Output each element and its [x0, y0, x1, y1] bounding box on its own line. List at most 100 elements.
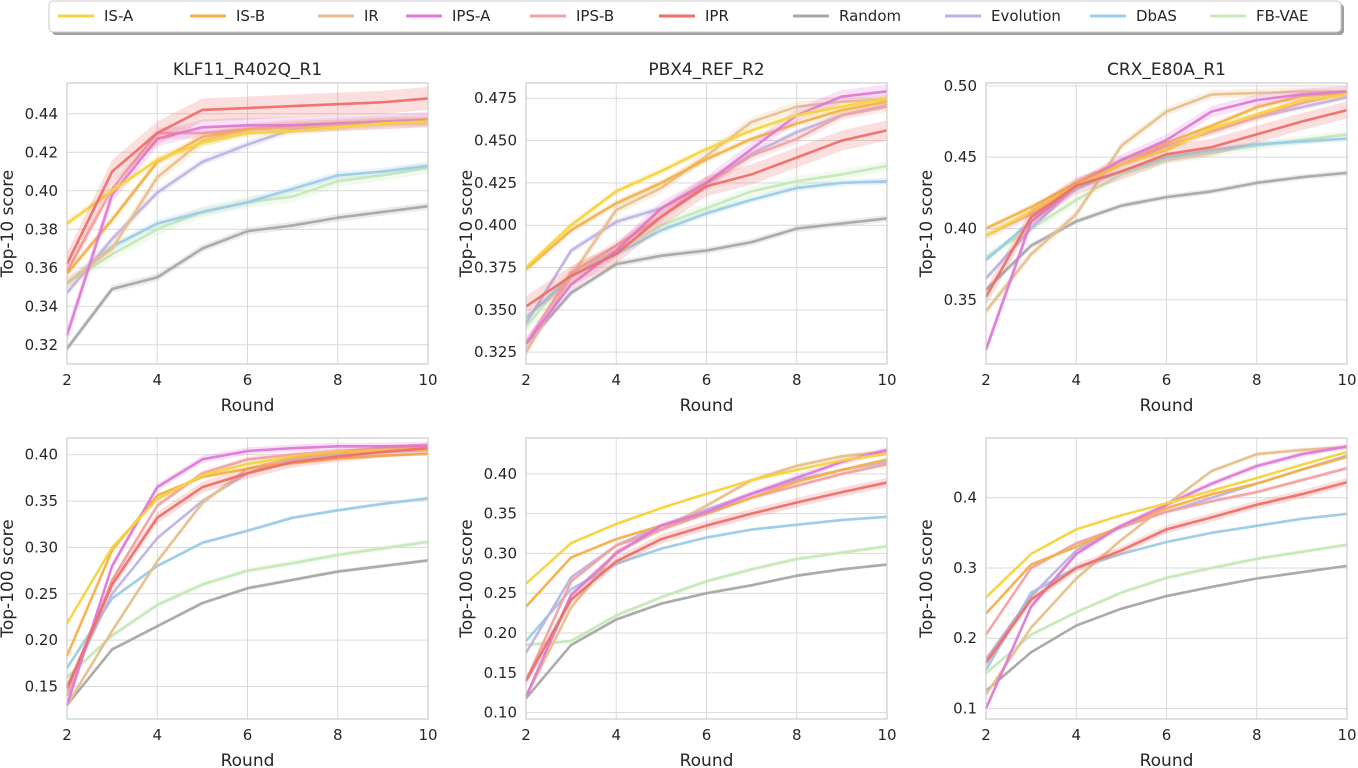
tick-labels: 2 4 6 8 10 0.32 0.34 0.36 0.38 0.40 0.42 0.44: [25, 105, 438, 389]
panel-title: PBX4_REF_R2: [648, 60, 764, 80]
series-line-random: [525, 217, 888, 345]
x-axis-label: Round: [1140, 396, 1194, 416]
y-tick-label: 0.40: [944, 219, 977, 237]
series-line-fb-vae: [525, 164, 888, 328]
series-group: [65, 441, 429, 709]
y-axis-label: Top-100 score: [0, 519, 18, 638]
legend-label-random: Random: [839, 7, 901, 25]
legend-item-ips-a: IPS-A: [406, 7, 491, 25]
y-tick-label: 0.34: [25, 297, 58, 315]
x-tick-label: 10: [1337, 371, 1356, 389]
y-axis-label: Top-100 score: [457, 519, 477, 638]
x-tick-label: 2: [62, 726, 72, 744]
series-line-fb-vae: [985, 543, 1348, 675]
legend-label-is-b: IS-B: [236, 7, 265, 25]
x-tick-label: 2: [521, 726, 531, 744]
band-ipr: [526, 120, 887, 317]
y-tick-label: 0.350: [474, 301, 517, 319]
y-tick-label: 0.35: [944, 291, 977, 309]
series-line-is-a: [525, 452, 888, 585]
tick-labels: 2 4 6 8 10 0.10 0.15 0.20 0.25 0.30 0.35 0.40: [484, 465, 897, 744]
series-line-random: [985, 171, 1348, 291]
band-ipr: [986, 101, 1347, 306]
y-axis-label: Top-10 score: [0, 170, 18, 279]
series-line-ir: [984, 90, 1347, 313]
series-line-random: [65, 559, 429, 706]
y-tick-label: 0.450: [474, 132, 517, 150]
y-axis-label: Top-10 score: [917, 170, 937, 279]
x-tick-label: 10: [1337, 726, 1356, 744]
x-tick-label: 8: [792, 371, 802, 389]
legend-item-random: Random: [793, 7, 901, 25]
legend-item-ips-b: IPS-B: [530, 7, 614, 25]
x-tick-label: 8: [792, 726, 802, 744]
panel-5: 2 4 6 8 10 0.10 0.15 0.20 0.25 0.30 0.35 0.40 Round T…: [457, 437, 897, 768]
x-tick-label: 2: [981, 726, 991, 744]
y-tick-label: 0.4: [953, 489, 977, 507]
y-tick-label: 0.30: [25, 538, 58, 556]
y-tick-label: 0.42: [25, 143, 58, 161]
plot-frame: [66, 437, 429, 720]
series-line-ipr: [524, 481, 888, 682]
series-line-random: [985, 564, 1348, 692]
legend-item-ipr: IPR: [659, 7, 729, 25]
series-line-is-a: [525, 96, 888, 269]
y-tick-label: 0.475: [474, 89, 517, 107]
y-tick-label: 0.35: [484, 505, 517, 523]
plot-frame: [66, 82, 429, 365]
x-tick-label: 10: [877, 371, 896, 389]
plot-frame: [525, 82, 888, 365]
series-line-is-a: [66, 120, 429, 225]
series-line-ir: [524, 450, 888, 698]
x-tick-label: 6: [1162, 371, 1172, 389]
legend-label-ir: IR: [364, 7, 379, 25]
x-tick-label: 4: [611, 726, 621, 744]
series-line-is-b: [525, 100, 888, 271]
x-tick-label: 6: [702, 726, 712, 744]
y-tick-label: 0.25: [25, 585, 58, 603]
legend-item-is-a: IS-A: [58, 7, 134, 25]
y-tick-label: 0.40: [25, 182, 58, 200]
y-axis-label: Top-10 score: [457, 170, 477, 279]
panel-title: CRX_E80A_R1: [1107, 60, 1226, 80]
panels: 2 4 6 8 100.320.340.360.380.400.420.44RoundT…: [0, 60, 1357, 768]
y-tick-label: 0.40: [25, 446, 58, 464]
series-line-dbas: [984, 512, 1348, 671]
x-tick-label: 10: [418, 371, 437, 389]
x-tick-label: 6: [702, 371, 712, 389]
panel-4: 2 4 6 8 10 0.15 0.20 0.25 0.30 0.35 0.40 Round Top-1…: [0, 437, 438, 768]
panel-3: 2 4 6 8 10 0.35 0.40 0.45 0.50 Round Top-10 score C…: [917, 60, 1357, 416]
legend-item-fb-vae: FB-VAE: [1210, 7, 1309, 25]
gridlines: [525, 438, 888, 719]
series-line-random: [65, 204, 429, 350]
panel-title: KLF11_R402Q_R1: [173, 60, 322, 80]
series-line-ipr: [65, 446, 429, 689]
band-ips-b: [986, 466, 1347, 637]
series-line-ips-a: [524, 90, 888, 345]
series-line-ipr: [525, 129, 888, 308]
series-line-is-b: [985, 455, 1348, 615]
x-tick-label: 6: [243, 726, 253, 744]
y-axis-label: Top-100 score: [917, 519, 937, 638]
x-tick-label: 4: [611, 371, 621, 389]
x-tick-label: 8: [1252, 726, 1262, 744]
y-tick-label: 0.400: [474, 216, 517, 234]
band-ir: [67, 115, 428, 289]
x-tick-label: 4: [1071, 371, 1081, 389]
series-line-is-a: [985, 93, 1348, 237]
legend: IS-A IS-B IR IPS-A IPS-B IPR Random Evolution Db…: [48, 0, 1344, 35]
x-tick-label: 2: [62, 371, 72, 389]
series-line-dbas: [65, 496, 429, 669]
tick-labels: 2 4 6 8 10 0.1 0.2 0.3 0.4: [953, 489, 1356, 744]
x-tick-label: 10: [877, 726, 896, 744]
tick-labels: 2 4 6 8 10 0.15 0.20 0.25 0.30 0.35 0.40: [25, 446, 438, 744]
tick-labels: 2 4 6 8 10 0.325 0.350 0.375 0.400 0.425 0.450 0.47…: [474, 89, 897, 389]
y-tick-label: 0.15: [25, 678, 58, 696]
y-tick-label: 0.1: [953, 699, 977, 717]
y-tick-label: 0.20: [484, 624, 517, 642]
y-tick-label: 0.44: [25, 105, 58, 123]
legend-label-dbas: DbAS: [1136, 7, 1177, 25]
x-tick-label: 2: [981, 371, 991, 389]
y-tick-label: 0.375: [474, 259, 517, 277]
series-line-ips-a: [984, 90, 1348, 351]
